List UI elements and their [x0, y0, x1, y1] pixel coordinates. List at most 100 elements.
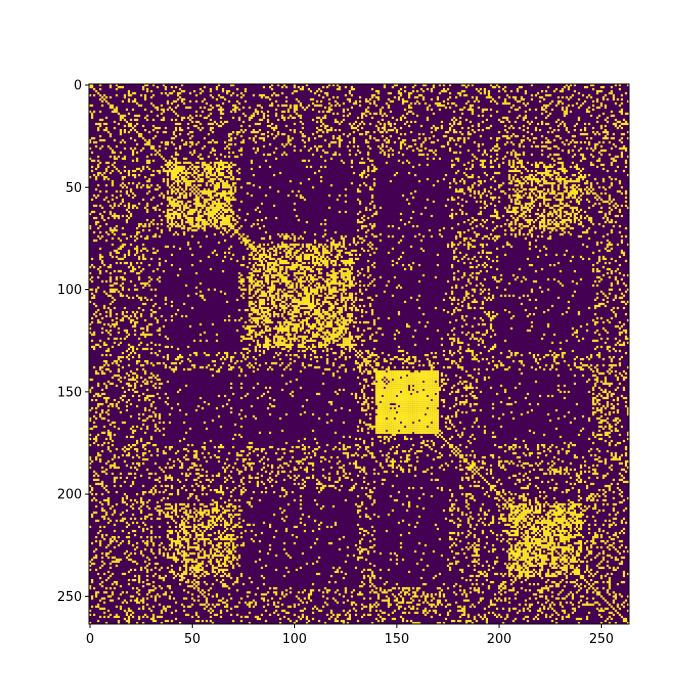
- heatmap-cell: [129, 609, 133, 612]
- heatmap-cell: [181, 139, 184, 142]
- heatmap-cell: [201, 538, 204, 541]
- heatmap-cell: [146, 574, 149, 578]
- heatmap-cell: [170, 542, 174, 545]
- heatmap-cell: [170, 178, 174, 181]
- heatmap-cell: [614, 145, 617, 148]
- heatmap-cell: [455, 157, 458, 160]
- heatmap-cell: [183, 558, 186, 561]
- heatmap-cell: [371, 94, 374, 97]
- heatmap-cell: [604, 104, 607, 107]
- heatmap-cell: [174, 198, 178, 201]
- heatmap-cell: [181, 523, 184, 526]
- heatmap-cell: [154, 597, 157, 600]
- heatmap-cell: [444, 131, 448, 134]
- heatmap-cell: [541, 141, 544, 144]
- heatmap-cell: [148, 225, 151, 228]
- heatmap-cell: [287, 137, 290, 140]
- heatmap-cell: [101, 507, 104, 510]
- heatmap-cell: [115, 214, 118, 218]
- heatmap-cell: [213, 141, 216, 144]
- heatmap-cell: [530, 153, 534, 156]
- heatmap-cell: [424, 137, 427, 140]
- heatmap-cell: [626, 100, 630, 103]
- heatmap-cell: [136, 321, 139, 324]
- heatmap-cell: [125, 476, 129, 479]
- heatmap-cell: [142, 599, 145, 602]
- heatmap-cell: [99, 247, 102, 250]
- heatmap-cell: [111, 513, 114, 516]
- heatmap-cell: [117, 358, 120, 361]
- heatmap-cell: [170, 507, 174, 510]
- heatmap-cell: [105, 554, 108, 557]
- heatmap-cell: [158, 145, 161, 148]
- heatmap-cell: [389, 110, 392, 113]
- heatmap-cell: [168, 169, 171, 173]
- heatmap-cell: [119, 294, 122, 297]
- heatmap-cell: [581, 167, 585, 171]
- heatmap-cell: [412, 112, 415, 115]
- heatmap-cell: [481, 143, 484, 146]
- heatmap-cell: [363, 112, 366, 115]
- heatmap-cell: [127, 317, 131, 320]
- heatmap-cell: [504, 116, 507, 119]
- heatmap-cell: [545, 110, 548, 113]
- heatmap-cell: [91, 292, 94, 295]
- heatmap-cell: [365, 110, 368, 113]
- heatmap-cell: [598, 114, 601, 117]
- heatmap-cell: [230, 139, 233, 142]
- heatmap-cell: [217, 94, 221, 97]
- heatmap-cell: [131, 204, 135, 207]
- heatmap-cell: [189, 605, 192, 608]
- heatmap-cell: [318, 129, 321, 132]
- heatmap-cell: [203, 106, 206, 109]
- heatmap-cell: [99, 454, 102, 457]
- heatmap-cell: [361, 114, 364, 117]
- heatmap-cell: [516, 100, 519, 103]
- heatmap-cell: [193, 542, 196, 545]
- heatmap-cell: [134, 472, 137, 475]
- heatmap-cell: [144, 247, 147, 250]
- heatmap-cell: [123, 278, 126, 281]
- heatmap-cell: [109, 435, 112, 439]
- heatmap-cell: [369, 102, 372, 105]
- heatmap-cell: [129, 558, 133, 561]
- heatmap-cell: [160, 621, 163, 625]
- heatmap-cell: [95, 370, 98, 373]
- heatmap-cell: [146, 343, 149, 346]
- heatmap-cell: [179, 214, 182, 218]
- heatmap-cell: [140, 94, 143, 97]
- heatmap-cell: [166, 212, 169, 216]
- heatmap-cell: [508, 159, 511, 162]
- heatmap-cell: [195, 472, 198, 475]
- heatmap-cell: [285, 153, 288, 156]
- heatmap-cell: [451, 163, 454, 166]
- heatmap-cell: [134, 476, 137, 479]
- heatmap-cell: [483, 149, 486, 152]
- heatmap-cell: [224, 192, 227, 195]
- heatmap-cell: [148, 229, 151, 232]
- heatmap-cell: [442, 145, 446, 148]
- heatmap-cell: [404, 133, 407, 136]
- heatmap-cell: [144, 372, 147, 375]
- heatmap-cell: [508, 194, 511, 197]
- heatmap-cell: [608, 186, 611, 189]
- heatmap-cell: [471, 174, 474, 177]
- heatmap-cell: [179, 212, 182, 216]
- heatmap-cell: [185, 581, 188, 584]
- heatmap-cell: [156, 278, 159, 281]
- heatmap-cell: [195, 219, 198, 222]
- heatmap-cell: [226, 196, 229, 199]
- heatmap-cell: [164, 607, 167, 610]
- heatmap-cell: [189, 131, 192, 134]
- heatmap-cell: [195, 452, 198, 455]
- heatmap-cell: [172, 464, 176, 467]
- heatmap-cell: [150, 513, 153, 516]
- heatmap-cell: [553, 145, 556, 148]
- heatmap-cell: [275, 126, 278, 130]
- heatmap-cell: [154, 149, 157, 152]
- heatmap-cell: [152, 411, 155, 414]
- heatmap-cell: [352, 137, 356, 140]
- heatmap-cell: [189, 114, 192, 117]
- heatmap-cell: [179, 356, 182, 359]
- heatmap-cell: [336, 88, 339, 91]
